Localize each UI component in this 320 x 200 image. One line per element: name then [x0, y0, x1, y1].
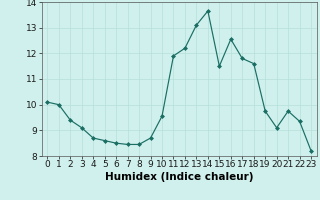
- X-axis label: Humidex (Indice chaleur): Humidex (Indice chaleur): [105, 172, 253, 182]
